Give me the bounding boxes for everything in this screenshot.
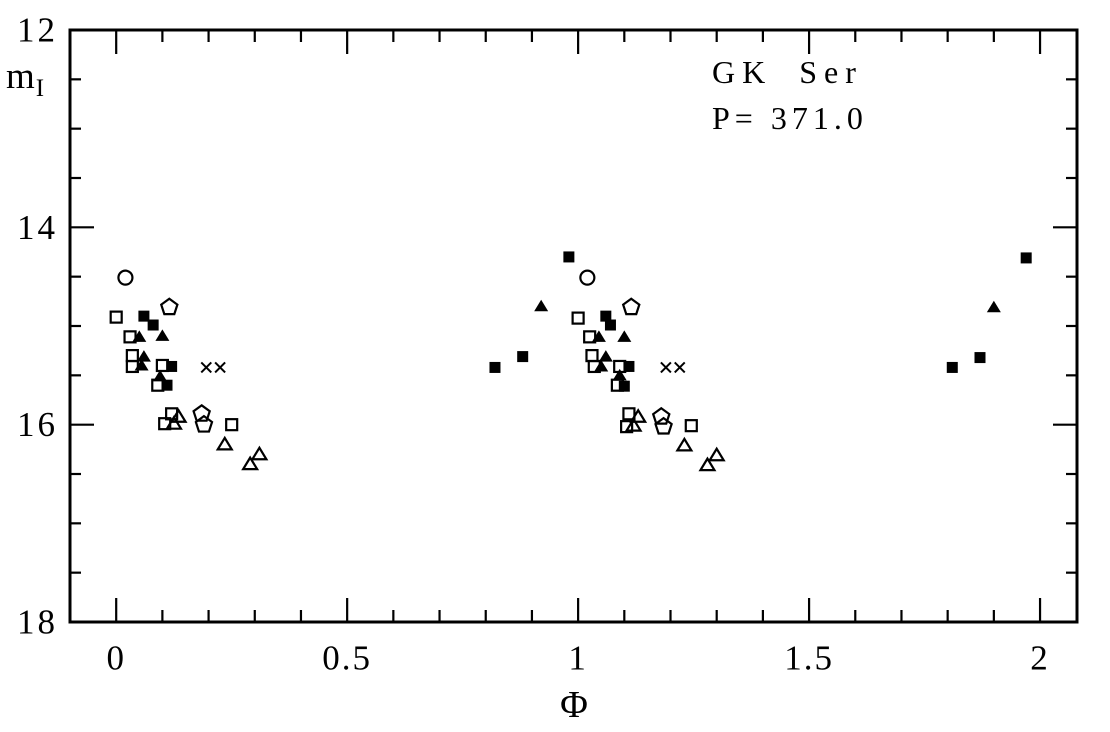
- marker-filled-square: [161, 379, 173, 391]
- marker-filled-square: [623, 360, 635, 372]
- marker-filled-square: [618, 380, 630, 392]
- y-tick-label: 12: [17, 11, 58, 50]
- y-axis-label: mI: [6, 58, 44, 101]
- marker-filled-square: [138, 310, 150, 322]
- marker-cross: [214, 361, 226, 374]
- marker-open-square: [610, 378, 624, 392]
- marker-filled-square: [1020, 252, 1032, 264]
- marker-open-triangle: [164, 415, 183, 430]
- marker-cross: [674, 361, 686, 374]
- marker-open-square: [125, 349, 139, 363]
- marker-filled-triangle: [136, 350, 151, 362]
- marker-open-triangle: [241, 455, 260, 471]
- marker-filled-square: [974, 352, 986, 364]
- marker-open-square: [613, 359, 627, 374]
- y-tick-label: 14: [17, 208, 58, 247]
- marker-open-square: [109, 310, 123, 324]
- marker-open-pentagon: [651, 406, 671, 425]
- x-tick-label: 2: [1030, 639, 1050, 678]
- marker-filled-square: [946, 361, 958, 373]
- marker-open-circle: [579, 269, 596, 286]
- marker-open-square: [622, 407, 636, 421]
- marker-open-square: [587, 359, 601, 374]
- y-tick-label: 16: [17, 405, 58, 444]
- marker-open-pentagon: [654, 416, 673, 435]
- marker-open-triangle: [169, 408, 188, 423]
- x-tick-label: 1: [568, 639, 588, 678]
- period-label: P= 371.0: [712, 100, 868, 136]
- y-tick-label: 18: [17, 603, 58, 642]
- marker-filled-triangle: [534, 299, 549, 312]
- star-name: GK Ser: [712, 54, 863, 90]
- marker-open-triangle: [698, 456, 717, 472]
- marker-filled-square: [517, 351, 529, 363]
- marker-filled-triangle: [155, 329, 170, 341]
- marker-open-pentagon: [159, 297, 179, 316]
- marker-open-square: [571, 311, 585, 325]
- marker-open-triangle: [624, 417, 643, 432]
- marker-filled-square: [563, 251, 575, 263]
- axis-box: [68, 28, 1079, 624]
- marker-open-triangle: [707, 446, 726, 462]
- marker-open-square: [583, 330, 597, 344]
- marker-open-square: [684, 419, 698, 433]
- marker-filled-square: [147, 319, 159, 331]
- x-tick-label: 0: [106, 639, 126, 678]
- marker-open-square: [620, 420, 634, 434]
- marker-filled-square: [600, 310, 612, 322]
- y-axis-label-main: m: [6, 56, 35, 97]
- marker-filled-triangle: [594, 359, 609, 372]
- marker-open-square: [155, 358, 169, 373]
- marker-filled-triangle: [598, 350, 613, 362]
- marker-open-square: [225, 418, 239, 432]
- x-axis-label: Φ: [560, 684, 588, 726]
- x-tick-label: 1.5: [784, 639, 834, 678]
- x-tick-label: 0.5: [322, 639, 372, 678]
- annotation-block: GK Ser P= 371.0: [712, 56, 868, 134]
- marker-open-triangle: [250, 445, 269, 461]
- marker-open-pentagon: [194, 414, 214, 433]
- marker-open-square: [585, 349, 599, 363]
- marker-open-pentagon: [621, 297, 641, 316]
- marker-filled-triangle: [986, 300, 1001, 313]
- marker-filled-square: [166, 360, 178, 372]
- marker-open-triangle: [629, 408, 648, 423]
- y-axis-label-sub: I: [35, 75, 45, 102]
- marker-filled-triangle: [612, 368, 627, 381]
- marker-open-square: [151, 378, 165, 392]
- marker-filled-square: [604, 319, 616, 331]
- marker-cross: [660, 361, 672, 374]
- marker-open-circle: [117, 269, 134, 286]
- marker-filled-square: [489, 361, 501, 373]
- marker-filled-triangle: [617, 330, 632, 342]
- marker-open-square: [125, 359, 139, 374]
- marker-cross: [200, 361, 212, 374]
- marker-open-square: [123, 330, 137, 344]
- marker-open-triangle: [215, 435, 234, 451]
- marker-open-pentagon: [192, 403, 212, 422]
- marker-filled-triangle: [153, 369, 168, 382]
- marker-open-triangle: [675, 436, 694, 452]
